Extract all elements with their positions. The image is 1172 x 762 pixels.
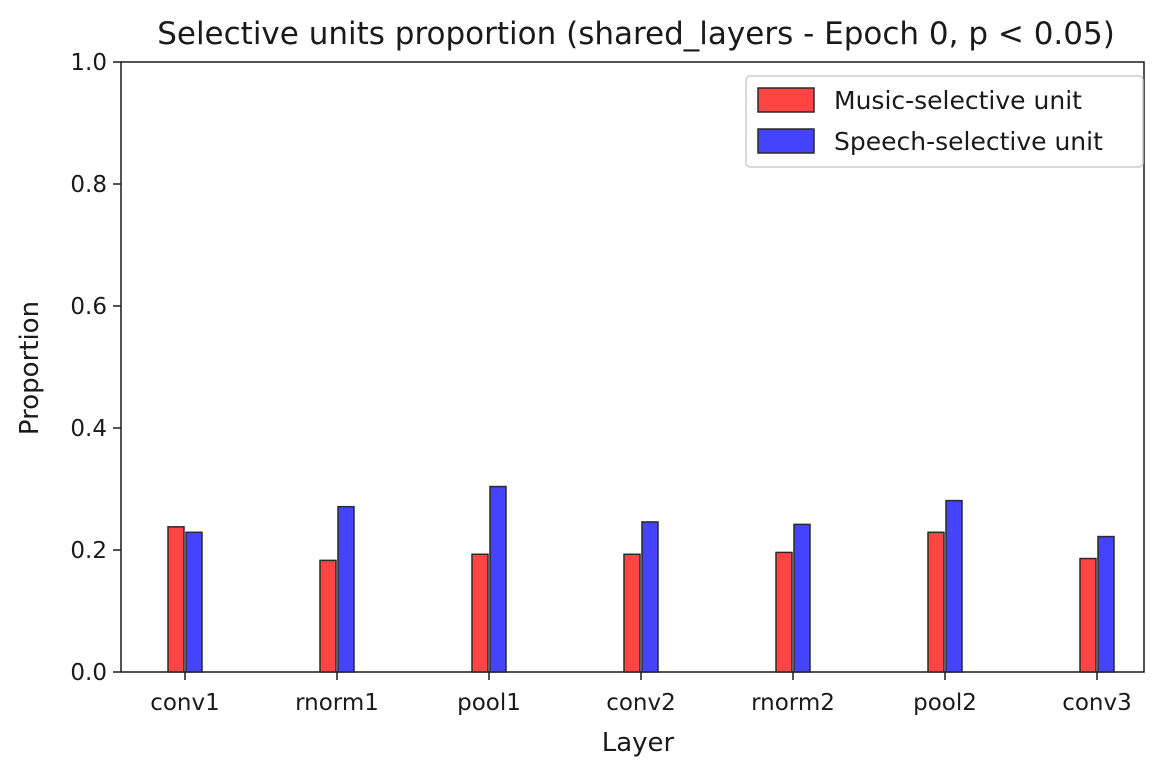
x-tick-label: rnorm2 [751,690,835,716]
legend-label-music: Music-selective unit [834,86,1082,115]
legend: Music-selective unit Speech-selective un… [745,75,1144,168]
bar-music-rnorm1 [319,559,337,673]
bar-speech-rnorm2 [793,523,811,673]
legend-label-speech: Speech-selective unit [834,127,1103,156]
y-tick-label: 1.0 [70,50,107,76]
x-tick-label: pool1 [457,690,521,716]
bar-music-pool1 [471,553,489,673]
bar-speech-conv3 [1097,535,1115,673]
legend-swatch-speech [757,128,815,154]
bars [167,485,1115,673]
x-tick-label: rnorm1 [295,690,379,716]
bar-music-conv1 [167,526,185,673]
y-tick-label: 0.4 [70,416,107,442]
legend-swatch-music [757,87,815,113]
bar-speech-pool2 [945,499,963,673]
legend-box [745,75,1144,168]
y-tick-label: 0.6 [70,294,107,320]
bar-speech-conv1 [185,531,203,673]
bar-music-conv2 [623,553,641,673]
y-tick-label: 0.0 [70,660,107,686]
bar-music-pool2 [927,531,945,673]
x-tick-label: conv1 [150,690,220,716]
chart-title: Selective units proportion (shared_layer… [157,16,1115,52]
bar-speech-conv2 [641,521,659,673]
x-axis-label: Layer [602,728,675,758]
y-axis: 0.0 0.2 0.4 0.6 0.8 1.0 [70,50,121,686]
x-tick-label: pool2 [913,690,977,716]
x-axis: conv1 rnorm1 pool1 conv2 rnorm2 pool2 conv3 [150,672,1132,716]
x-tick-label: conv3 [1062,690,1132,716]
bar-speech-pool1 [489,485,507,673]
bar-speech-rnorm1 [337,505,355,673]
y-tick-label: 0.8 [70,172,107,198]
y-axis-label: Proportion [15,301,45,435]
x-tick-label: conv2 [606,690,676,716]
y-tick-label: 0.2 [70,538,107,564]
bar-music-conv3 [1079,557,1097,673]
bar-music-rnorm2 [775,551,793,673]
